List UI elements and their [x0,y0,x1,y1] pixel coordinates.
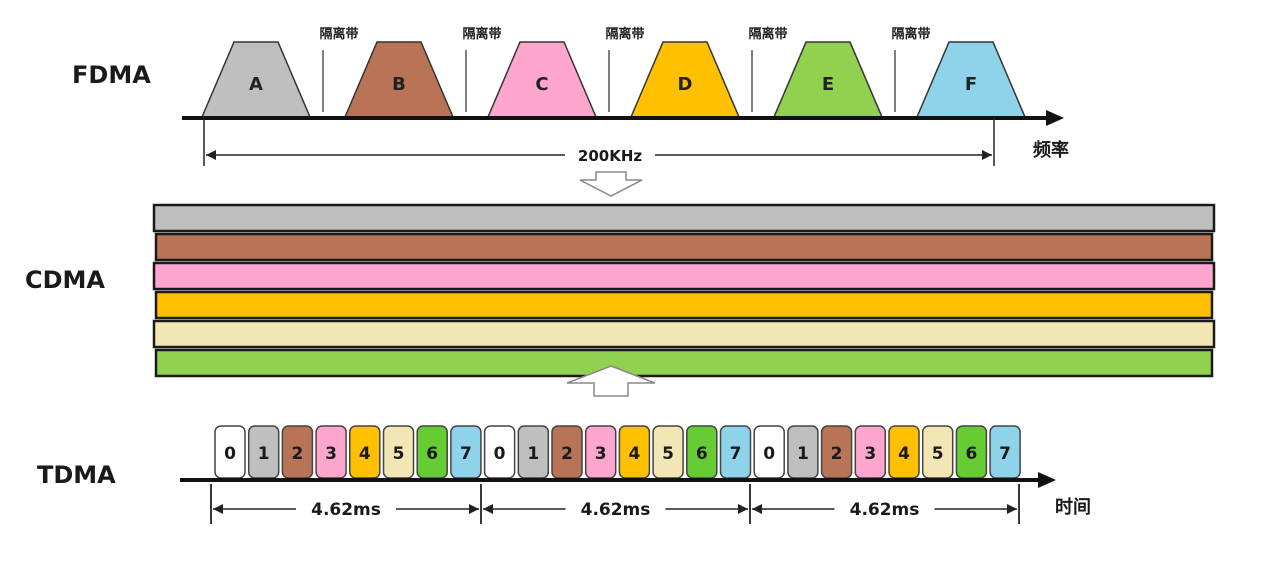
guard-band-label: 隔离带 [605,26,644,42]
bandwidth-label: 200KHz [578,147,642,165]
frame-arrow-right [738,504,748,514]
cdma-band [152,203,1216,233]
tdma-slot-label: 6 [696,444,708,464]
fdma-channel-label: F [965,74,977,95]
down-arrow [579,171,643,197]
frame-length-label: 4.62ms [311,500,381,520]
tdma-slot-label: 0 [763,444,775,464]
guard-band-label: 隔离带 [319,26,358,42]
guard-band-label: 隔离带 [462,26,501,42]
frame-length-label: 4.62ms [850,500,920,520]
tdma-label: TDMA [37,461,116,489]
tdma-slot-label: 5 [662,444,674,464]
fdma-channel-label: D [678,74,693,95]
fdma-channel-label: E [822,74,834,95]
tdma-slot-label: 5 [393,444,405,464]
cdma-band [152,319,1216,349]
tdma-slot-label: 4 [359,444,371,464]
guard-band-label: 隔离带 [891,26,930,42]
fdma-label: FDMA [72,61,151,89]
fdma-channels: A B C D E F 隔离带 隔离带 隔离带 隔离带 隔离带 [200,26,1027,118]
frame-arrow-left [213,504,223,514]
cdma-section: CDMA [25,203,1216,378]
tdma-slot-label: 1 [797,444,809,464]
tdma-slot-label: 1 [258,444,270,464]
bandwidth-arrow-right [982,150,992,160]
tdma-slot-label: 2 [831,444,843,464]
frequency-axis-arrowhead [1046,110,1064,126]
tdma-slot-label: 3 [325,444,337,464]
tdma-slot-label: 0 [224,444,236,464]
cdma-band [154,290,1214,320]
tdma-slot-label: 4 [628,444,640,464]
time-axis-arrowhead [1038,472,1056,488]
frame-length-label: 4.62ms [581,500,651,520]
fdma-section: FDMA A B C D E F 隔离带 隔离带 隔离带 隔离带 隔离带 频率 200KHz [72,26,1069,166]
tdma-slot-label: 3 [864,444,876,464]
tdma-slot-label: 6 [965,444,977,464]
cdma-bands [152,203,1216,378]
tdma-slot-label: 2 [291,444,303,464]
bandwidth-dimension: 200KHz [203,118,995,166]
fdma-channel-label: A [249,74,263,95]
frame-arrow-left [483,504,493,514]
cdma-band [154,232,1214,262]
cdma-band [154,348,1214,378]
bandwidth-arrow-left [206,150,216,160]
guard-band-label: 隔离带 [748,26,787,42]
tdma-slot-label: 4 [898,444,910,464]
tdma-slot-label: 2 [561,444,573,464]
cdma-label: CDMA [25,266,105,294]
frame-arrow-left [752,504,762,514]
frame-arrow-right [469,504,479,514]
tdma-slot-label: 7 [730,444,742,464]
tdma-slot-label: 3 [595,444,607,464]
tdma-slot-label: 6 [426,444,438,464]
tdma-frame-dimensions: 4.62ms 4.62ms 4.62ms [210,484,1020,524]
tdma-slot-label: 7 [999,444,1011,464]
tdma-slot-label: 7 [460,444,472,464]
tdma-slots: 0 1 2 3 4 5 6 7 0 1 2 3 4 5 6 7 0 1 2 3 4 5 6 7 [214,425,1021,479]
time-axis-label: 时间 [1055,497,1091,518]
tdma-slot-label: 0 [494,444,506,464]
frame-arrow-right [1007,504,1017,514]
tdma-slot-label: 5 [932,444,944,464]
fdma-channel-label: B [392,74,406,95]
cdma-band [152,261,1216,291]
frequency-axis-label: 频率 [1033,139,1069,161]
fdma-channel-label: C [535,74,548,95]
tdma-slot-label: 1 [527,444,539,464]
up-arrow [566,365,656,397]
